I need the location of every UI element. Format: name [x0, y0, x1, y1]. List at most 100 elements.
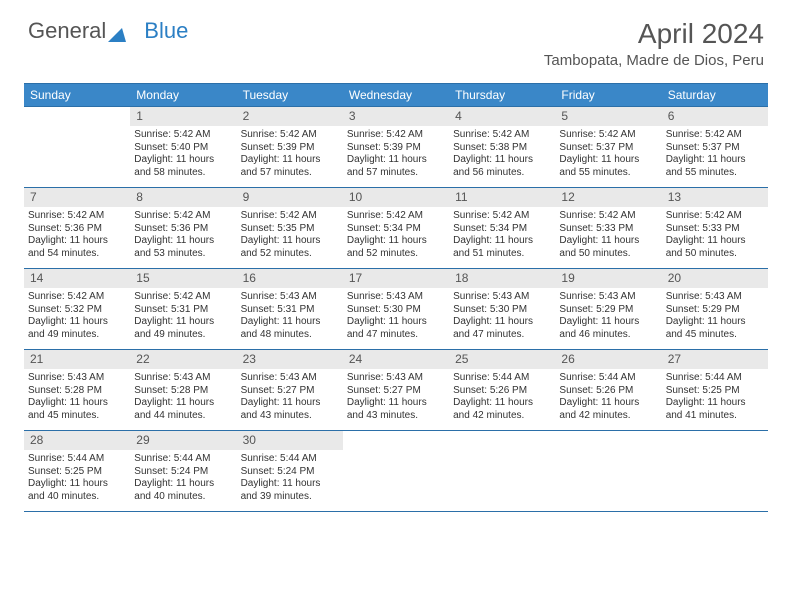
- month-title: April 2024: [544, 18, 764, 50]
- weekday-header-row: SundayMondayTuesdayWednesdayThursdayFrid…: [24, 84, 768, 107]
- daylight-line: Daylight: 11 hours and 46 minutes.: [559, 316, 657, 341]
- day-number: 24: [343, 350, 449, 369]
- sunset-line: Sunset: 5:28 PM: [134, 385, 232, 398]
- day-body: [662, 435, 768, 493]
- sunset-line: Sunset: 5:33 PM: [666, 223, 764, 236]
- sunrise-line: Sunrise: 5:42 AM: [241, 129, 339, 142]
- daylight-line: Daylight: 11 hours and 54 minutes.: [28, 235, 126, 260]
- day-body: Sunrise: 5:42 AMSunset: 5:40 PMDaylight:…: [130, 126, 236, 187]
- sunrise-line: Sunrise: 5:43 AM: [134, 372, 232, 385]
- sunrise-line: Sunrise: 5:42 AM: [559, 210, 657, 223]
- logo: General Blue: [28, 18, 188, 44]
- day-cell: 6Sunrise: 5:42 AMSunset: 5:37 PMDaylight…: [662, 107, 768, 188]
- day-number: 16: [237, 269, 343, 288]
- sunset-line: Sunset: 5:34 PM: [453, 223, 551, 236]
- sunset-line: Sunset: 5:27 PM: [347, 385, 445, 398]
- day-body: Sunrise: 5:42 AMSunset: 5:38 PMDaylight:…: [449, 126, 555, 187]
- day-cell: 11Sunrise: 5:42 AMSunset: 5:34 PMDayligh…: [449, 188, 555, 269]
- empty-cell: [24, 107, 130, 188]
- daylight-line: Daylight: 11 hours and 50 minutes.: [559, 235, 657, 260]
- sunset-line: Sunset: 5:38 PM: [453, 142, 551, 155]
- day-number: 25: [449, 350, 555, 369]
- sunset-line: Sunset: 5:39 PM: [241, 142, 339, 155]
- day-body: Sunrise: 5:43 AMSunset: 5:29 PMDaylight:…: [662, 288, 768, 349]
- daylight-line: Daylight: 11 hours and 40 minutes.: [134, 478, 232, 503]
- day-cell: 18Sunrise: 5:43 AMSunset: 5:30 PMDayligh…: [449, 269, 555, 350]
- sunset-line: Sunset: 5:35 PM: [241, 223, 339, 236]
- sunset-line: Sunset: 5:33 PM: [559, 223, 657, 236]
- sunrise-line: Sunrise: 5:43 AM: [559, 291, 657, 304]
- day-body: Sunrise: 5:42 AMSunset: 5:32 PMDaylight:…: [24, 288, 130, 349]
- location-text: Tambopata, Madre de Dios, Peru: [544, 52, 764, 69]
- weekday-header: Sunday: [24, 84, 130, 107]
- sunrise-line: Sunrise: 5:42 AM: [453, 129, 551, 142]
- day-cell: 21Sunrise: 5:43 AMSunset: 5:28 PMDayligh…: [24, 350, 130, 431]
- calendar-row: 28Sunrise: 5:44 AMSunset: 5:25 PMDayligh…: [24, 431, 768, 512]
- day-cell: 27Sunrise: 5:44 AMSunset: 5:25 PMDayligh…: [662, 350, 768, 431]
- day-body: Sunrise: 5:42 AMSunset: 5:33 PMDaylight:…: [662, 207, 768, 268]
- calendar-table: SundayMondayTuesdayWednesdayThursdayFrid…: [24, 83, 768, 512]
- daylight-line: Daylight: 11 hours and 48 minutes.: [241, 316, 339, 341]
- sunset-line: Sunset: 5:25 PM: [28, 466, 126, 479]
- day-cell: 13Sunrise: 5:42 AMSunset: 5:33 PMDayligh…: [662, 188, 768, 269]
- daylight-line: Daylight: 11 hours and 45 minutes.: [666, 316, 764, 341]
- sunset-line: Sunset: 5:30 PM: [453, 304, 551, 317]
- day-number: 5: [555, 107, 661, 126]
- sunrise-line: Sunrise: 5:42 AM: [347, 129, 445, 142]
- sunset-line: Sunset: 5:24 PM: [241, 466, 339, 479]
- sunrise-line: Sunrise: 5:42 AM: [28, 210, 126, 223]
- day-body: Sunrise: 5:43 AMSunset: 5:27 PMDaylight:…: [343, 369, 449, 430]
- day-body: Sunrise: 5:43 AMSunset: 5:30 PMDaylight:…: [449, 288, 555, 349]
- sunset-line: Sunset: 5:27 PM: [241, 385, 339, 398]
- sunset-line: Sunset: 5:31 PM: [241, 304, 339, 317]
- day-cell: 23Sunrise: 5:43 AMSunset: 5:27 PMDayligh…: [237, 350, 343, 431]
- day-number: 10: [343, 188, 449, 207]
- day-body: Sunrise: 5:44 AMSunset: 5:26 PMDaylight:…: [449, 369, 555, 430]
- day-number: 13: [662, 188, 768, 207]
- daylight-line: Daylight: 11 hours and 57 minutes.: [241, 154, 339, 179]
- sunset-line: Sunset: 5:29 PM: [559, 304, 657, 317]
- day-number: 6: [662, 107, 768, 126]
- sunrise-line: Sunrise: 5:43 AM: [241, 372, 339, 385]
- daylight-line: Daylight: 11 hours and 42 minutes.: [559, 397, 657, 422]
- day-body: Sunrise: 5:42 AMSunset: 5:36 PMDaylight:…: [24, 207, 130, 268]
- day-cell: 14Sunrise: 5:42 AMSunset: 5:32 PMDayligh…: [24, 269, 130, 350]
- sunrise-line: Sunrise: 5:44 AM: [453, 372, 551, 385]
- sunrise-line: Sunrise: 5:42 AM: [28, 291, 126, 304]
- day-cell: 5Sunrise: 5:42 AMSunset: 5:37 PMDaylight…: [555, 107, 661, 188]
- day-body: Sunrise: 5:42 AMSunset: 5:37 PMDaylight:…: [555, 126, 661, 187]
- daylight-line: Daylight: 11 hours and 44 minutes.: [134, 397, 232, 422]
- daylight-line: Daylight: 11 hours and 43 minutes.: [241, 397, 339, 422]
- sunset-line: Sunset: 5:26 PM: [559, 385, 657, 398]
- day-body: Sunrise: 5:42 AMSunset: 5:33 PMDaylight:…: [555, 207, 661, 268]
- day-cell: 29Sunrise: 5:44 AMSunset: 5:24 PMDayligh…: [130, 431, 236, 512]
- daylight-line: Daylight: 11 hours and 43 minutes.: [347, 397, 445, 422]
- daylight-line: Daylight: 11 hours and 47 minutes.: [347, 316, 445, 341]
- weekday-header: Wednesday: [343, 84, 449, 107]
- day-number: 27: [662, 350, 768, 369]
- day-cell: 1Sunrise: 5:42 AMSunset: 5:40 PMDaylight…: [130, 107, 236, 188]
- sunset-line: Sunset: 5:28 PM: [28, 385, 126, 398]
- sunrise-line: Sunrise: 5:43 AM: [453, 291, 551, 304]
- day-body: Sunrise: 5:43 AMSunset: 5:28 PMDaylight:…: [24, 369, 130, 430]
- sunrise-line: Sunrise: 5:43 AM: [347, 372, 445, 385]
- day-cell: 30Sunrise: 5:44 AMSunset: 5:24 PMDayligh…: [237, 431, 343, 512]
- sunset-line: Sunset: 5:24 PM: [134, 466, 232, 479]
- sunrise-line: Sunrise: 5:42 AM: [559, 129, 657, 142]
- day-number: 15: [130, 269, 236, 288]
- day-body: Sunrise: 5:42 AMSunset: 5:36 PMDaylight:…: [130, 207, 236, 268]
- day-cell: 3Sunrise: 5:42 AMSunset: 5:39 PMDaylight…: [343, 107, 449, 188]
- sunrise-line: Sunrise: 5:44 AM: [134, 453, 232, 466]
- day-body: Sunrise: 5:43 AMSunset: 5:30 PMDaylight:…: [343, 288, 449, 349]
- title-block: April 2024 Tambopata, Madre de Dios, Per…: [544, 18, 764, 69]
- daylight-line: Daylight: 11 hours and 58 minutes.: [134, 154, 232, 179]
- sunset-line: Sunset: 5:32 PM: [28, 304, 126, 317]
- daylight-line: Daylight: 11 hours and 47 minutes.: [453, 316, 551, 341]
- daylight-line: Daylight: 11 hours and 49 minutes.: [28, 316, 126, 341]
- day-cell: 16Sunrise: 5:43 AMSunset: 5:31 PMDayligh…: [237, 269, 343, 350]
- daylight-line: Daylight: 11 hours and 55 minutes.: [666, 154, 764, 179]
- day-number: 21: [24, 350, 130, 369]
- day-number: 12: [555, 188, 661, 207]
- day-body: Sunrise: 5:43 AMSunset: 5:29 PMDaylight:…: [555, 288, 661, 349]
- sunset-line: Sunset: 5:39 PM: [347, 142, 445, 155]
